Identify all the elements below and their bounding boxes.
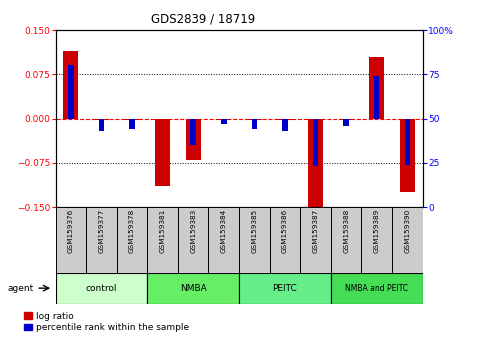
Text: GSM159388: GSM159388	[343, 209, 349, 253]
Legend: log ratio, percentile rank within the sample: log ratio, percentile rank within the sa…	[24, 312, 189, 332]
Bar	[178, 207, 209, 273]
Bar	[252, 119, 257, 129]
Bar	[68, 65, 73, 119]
Bar	[155, 119, 170, 187]
Bar	[147, 273, 239, 304]
Text: GSM159386: GSM159386	[282, 209, 288, 253]
Text: GSM159389: GSM159389	[374, 209, 380, 253]
Bar	[300, 207, 331, 273]
Bar	[117, 207, 147, 273]
Text: GSM159385: GSM159385	[251, 209, 257, 253]
Bar	[125, 119, 140, 120]
Text: NMBA: NMBA	[180, 284, 207, 293]
Text: NMBA and PEITC: NMBA and PEITC	[345, 284, 408, 293]
Bar	[190, 119, 196, 145]
Bar	[308, 119, 323, 210]
Text: PEITC: PEITC	[272, 284, 298, 293]
Bar	[392, 207, 423, 273]
Text: agent: agent	[7, 284, 33, 293]
Text: GSM159390: GSM159390	[404, 209, 411, 253]
Bar	[331, 207, 361, 273]
Text: GSM159387: GSM159387	[313, 209, 319, 253]
Bar	[277, 119, 293, 120]
Bar	[56, 273, 147, 304]
Bar	[147, 207, 178, 273]
Bar	[216, 119, 231, 120]
Bar	[343, 119, 349, 126]
Bar	[282, 119, 288, 131]
Bar	[239, 207, 270, 273]
Bar	[209, 207, 239, 273]
Text: GSM159376: GSM159376	[68, 209, 74, 253]
Bar	[185, 119, 201, 160]
Bar	[339, 119, 354, 120]
Text: GSM159383: GSM159383	[190, 209, 196, 253]
Bar	[221, 119, 227, 124]
Bar	[331, 273, 423, 304]
Bar	[270, 207, 300, 273]
Bar	[239, 273, 331, 304]
Bar	[405, 119, 410, 165]
Bar	[313, 119, 318, 166]
Text: GDS2839 / 18719: GDS2839 / 18719	[151, 12, 255, 25]
Text: GSM159381: GSM159381	[159, 209, 166, 253]
Text: control: control	[85, 284, 117, 293]
Bar	[129, 119, 135, 129]
Bar	[63, 51, 78, 119]
Text: GSM159377: GSM159377	[99, 209, 104, 253]
Bar	[374, 76, 380, 119]
Bar	[86, 207, 117, 273]
Bar	[94, 119, 109, 120]
Text: GSM159384: GSM159384	[221, 209, 227, 253]
Bar	[400, 119, 415, 192]
Bar	[369, 57, 384, 119]
Text: GSM159378: GSM159378	[129, 209, 135, 253]
Bar	[99, 119, 104, 131]
Bar	[247, 119, 262, 120]
Bar	[56, 207, 86, 273]
Bar	[361, 207, 392, 273]
